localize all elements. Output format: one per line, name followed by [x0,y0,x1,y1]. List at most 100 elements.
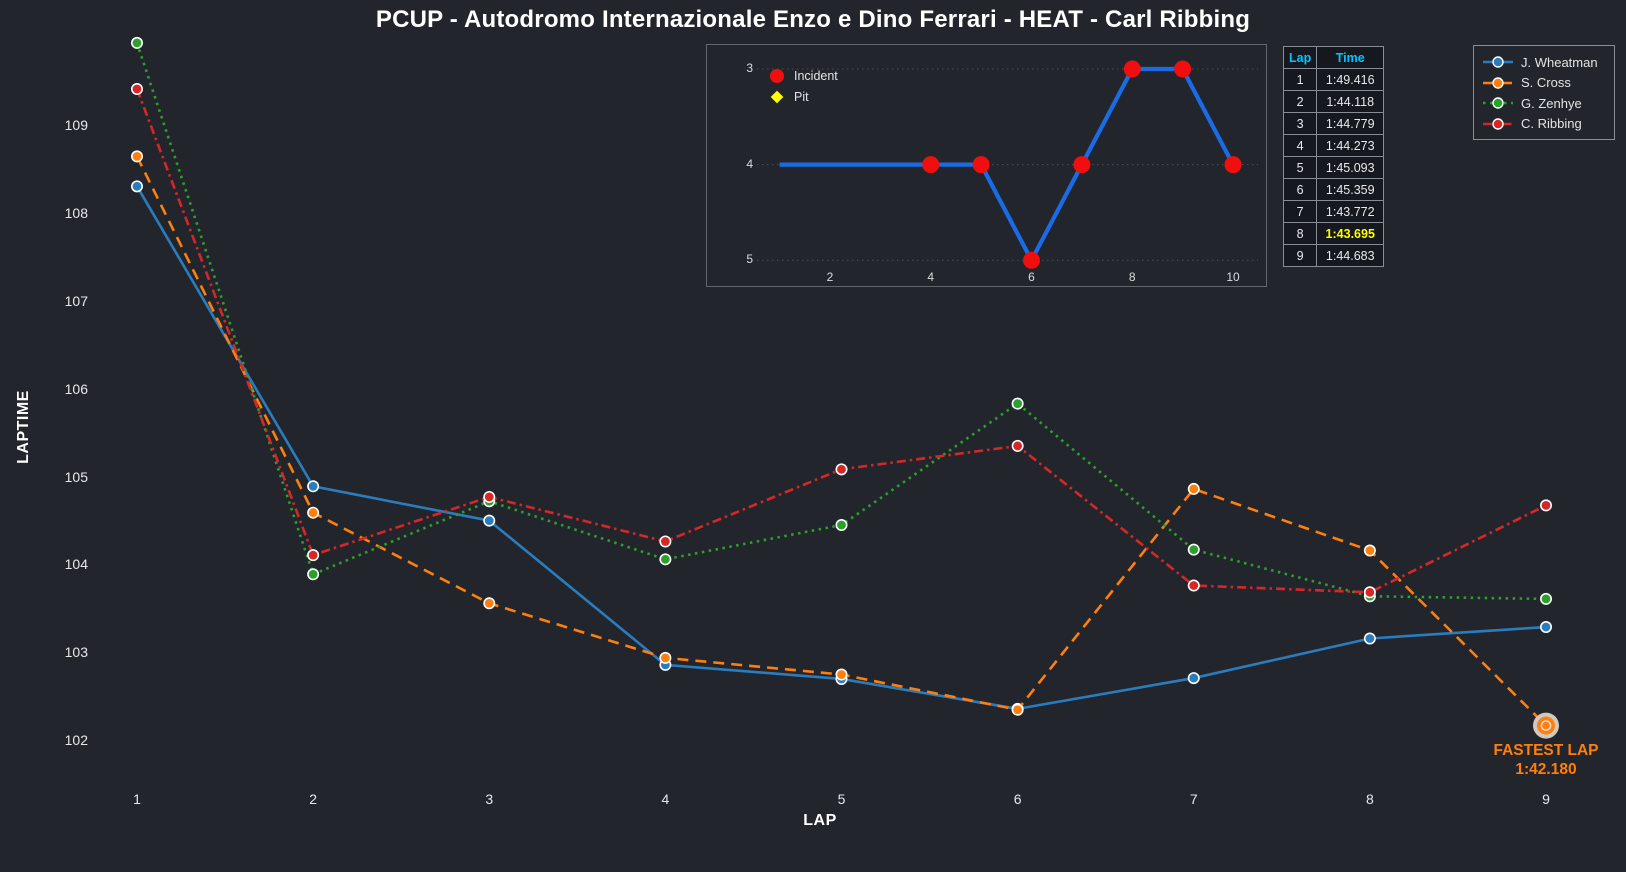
lap-time-cell: 1:45.093 [1316,156,1385,179]
data-point-s-cross [659,651,672,664]
data-point-g-zenhye [1187,543,1200,556]
legend-driver-name: C. Ribbing [1521,116,1582,131]
inset-x-tick-label: 8 [1128,270,1136,284]
y-tick-label: 104 [64,556,88,573]
x-tick-label: 5 [837,791,846,807]
table-row: 6 1:45.359 [1282,178,1385,201]
lap-number-cell: 8 [1282,222,1318,245]
data-point-s-cross [483,597,496,610]
lap-time-cell: 1:43.772 [1316,200,1385,223]
data-point-j-wheatman [1363,632,1376,645]
lap-time-cell: 1:44.683 [1316,244,1385,267]
data-point-c-ribbing [307,549,320,562]
inset-x-tick-label: 4 [927,270,935,284]
incident-marker [1023,251,1040,269]
legend-driver-name: J. Wheatman [1521,54,1598,70]
inset-legend-item-pit: Pit [769,89,809,105]
inset-y-tick-label: 3 [746,61,753,75]
lap-time-cell: 1:44.118 [1316,90,1385,113]
legend-item-j-wheatman: J. Wheatman [1483,54,1606,70]
lap-time-cell: 1:45.359 [1316,178,1385,201]
legend-line-sample-icon [1483,56,1513,68]
y-tick-label: 107 [64,292,88,309]
legend-item-g-zenhye: G. Zenhye [1483,95,1606,111]
data-point-j-wheatman [1540,621,1553,634]
incident-marker-icon [770,69,784,83]
legend-line-sample-icon [1483,97,1513,109]
data-point-g-zenhye [1540,592,1553,605]
incident-marker [1123,60,1141,78]
data-point-s-cross [1363,544,1376,557]
y-tick-label: 105 [64,468,88,485]
inset-x-tick-label: 6 [1028,270,1035,284]
x-tick-label: 9 [1542,791,1550,807]
incident-marker [922,156,940,174]
y-tick-label: 106 [64,380,88,397]
data-point-s-cross [131,150,144,163]
data-point-s-cross [307,506,320,519]
data-point-j-wheatman [483,514,496,527]
table-row: 9 1:44.683 [1282,244,1385,267]
fastest-lap-marker-core [1540,720,1552,731]
data-point-j-wheatman [131,180,144,193]
lap-number-cell: 6 [1282,178,1318,201]
lap-time-cell-fastest: 1:43.695 [1316,222,1385,245]
table-row: 4 1:44.273 [1282,134,1385,157]
y-axis-label: LAPTIME [15,390,32,464]
legend-driver-name: S. Cross [1521,75,1571,90]
data-point-c-ribbing [659,535,672,548]
x-tick-label: 8 [1365,791,1374,807]
legend-item-c-ribbing: C. Ribbing [1483,116,1606,132]
data-point-c-ribbing [483,490,496,503]
fastest-lap-annotation: FASTEST LAP 1:42.180 [1493,741,1598,779]
data-point-g-zenhye [659,553,672,566]
data-point-s-cross [835,668,848,681]
lap-number-cell: 7 [1282,200,1318,223]
inset-x-tick-label: 10 [1226,270,1240,284]
table-row: 1 1:49.416 [1282,68,1385,91]
table-row: 5 1:45.093 [1282,156,1385,179]
data-point-g-zenhye [835,519,848,532]
table-header-lap: Lap [1282,46,1318,69]
lap-time-cell: 1:44.779 [1316,112,1385,135]
table-row: 3 1:44.779 [1282,112,1385,135]
data-point-s-cross [1011,703,1024,716]
x-tick-label: 7 [1189,791,1198,807]
drivers-legend: J. Wheatman S. Cross G. Zenhye C. Ribbing [1473,45,1615,140]
data-point-s-cross [1187,482,1200,495]
lap-number-cell: 9 [1282,244,1318,267]
lap-time-cell: 1:49.416 [1316,68,1385,91]
data-point-j-wheatman [1187,672,1200,685]
incident-marker [1174,60,1192,78]
inset-y-tick-label: 4 [746,156,753,171]
position-line [779,66,1235,263]
fastest-lap-value: 1:42.180 [1515,761,1577,778]
table-header-row: Lap Time [1282,46,1385,69]
lap-number-cell: 5 [1282,156,1318,179]
inset-legend-label: Incident [794,69,838,83]
x-tick-label: 1 [133,791,141,807]
data-point-c-ribbing [1540,499,1553,512]
position-inset-chart-frame [706,44,1267,287]
pit-marker-icon [769,89,785,105]
page-title: PCUP - Autodromo Internazionale Enzo e D… [375,6,1251,33]
x-tick-label: 6 [1013,791,1022,807]
inset-legend-label: Pit [794,90,809,104]
data-point-c-ribbing [131,83,144,96]
x-tick-label: 4 [661,791,670,807]
data-point-c-ribbing [835,463,848,476]
data-point-g-zenhye [131,36,144,49]
legend-driver-name: G. Zenhye [1521,95,1582,111]
incident-marker [1224,156,1242,174]
data-point-g-zenhye [307,568,320,581]
x-tick-label: 2 [309,791,318,807]
table-row: 7 1:43.772 [1282,200,1385,223]
inset-y-tick-label: 5 [746,252,753,267]
lap-number-cell: 2 [1282,90,1318,113]
lap-number-cell: 1 [1282,68,1318,91]
data-point-g-zenhye [1011,397,1024,410]
legend-line-sample-icon [1483,76,1513,89]
x-axis-label: LAP [803,812,837,829]
